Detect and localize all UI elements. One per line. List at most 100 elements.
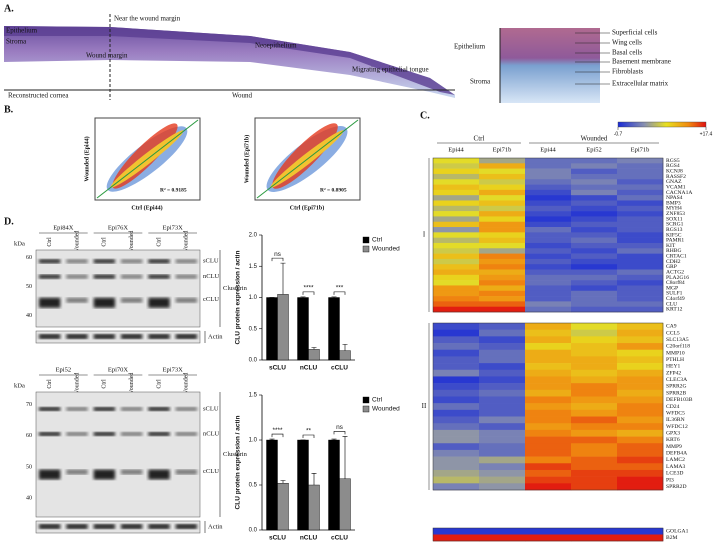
heatmap-cell	[571, 296, 618, 302]
heatmap-cell	[617, 200, 664, 207]
heatmap-cell	[433, 463, 480, 471]
heatmap-cell	[571, 184, 618, 191]
heatmap-cell	[479, 269, 526, 276]
label: PTHLH	[666, 357, 684, 363]
heatmap-cell	[571, 285, 618, 292]
heatmap-cell	[571, 264, 618, 270]
label: PAMR1	[666, 238, 684, 244]
error-bar	[342, 344, 348, 351]
heatmap-cell	[479, 285, 526, 292]
label: cCLU	[331, 535, 348, 542]
heatmap-cell	[525, 356, 572, 364]
heatmap-cell	[617, 349, 664, 357]
heatmap-cell	[571, 258, 618, 265]
heatmap-cell	[571, 416, 618, 424]
label: SPRR2G	[666, 384, 687, 390]
label: Migrating epithelial tongue	[352, 66, 429, 74]
histology-detail	[500, 28, 600, 103]
heatmap-cell	[433, 216, 480, 223]
band	[175, 407, 197, 411]
label: RGS4	[666, 163, 680, 169]
heatmap-cell	[479, 396, 526, 404]
label: 1.5	[249, 393, 258, 399]
label: +17.4	[700, 131, 713, 137]
heatmap-cell	[617, 269, 664, 276]
heatmap-cell	[479, 227, 526, 233]
heatmap-cell	[433, 158, 480, 164]
band	[39, 297, 61, 308]
label: MYH4	[666, 206, 682, 212]
label: ZFP42	[666, 370, 681, 376]
label: Ctrl	[156, 379, 162, 389]
label: cCLU	[331, 365, 348, 372]
band	[148, 274, 170, 279]
heatmap-cell	[617, 336, 664, 344]
heatmap-cell	[617, 179, 664, 185]
label: ns	[274, 251, 282, 258]
band	[66, 334, 88, 339]
heatmap-cell	[433, 456, 480, 464]
heatmap-cell	[433, 449, 480, 457]
heatmap-cell	[571, 179, 618, 185]
label: **	[306, 428, 312, 435]
heatmap-cell	[525, 449, 572, 457]
label: Epi76X	[108, 224, 129, 231]
band	[148, 407, 170, 411]
heatmap-cell	[525, 168, 572, 175]
label: Clusterin	[223, 451, 248, 458]
heatmap-cell	[571, 200, 618, 207]
label: Stroma	[470, 78, 491, 86]
heatmap-cell	[433, 227, 480, 233]
heatmap-cell	[479, 184, 526, 191]
heatmap-cell	[571, 476, 618, 484]
heatmap-cell	[525, 329, 572, 337]
heatmap-cell	[479, 369, 526, 377]
heatmap-cell	[571, 221, 618, 228]
label: RGS13	[666, 227, 683, 233]
label: SPRR2B	[666, 390, 686, 396]
heatmap-cell	[525, 323, 572, 330]
heatmap-cell	[433, 429, 480, 437]
heatmap-cell	[617, 158, 664, 164]
heatmap-cell	[525, 369, 572, 377]
label: CLU protein expression / actin	[235, 416, 242, 510]
heatmap-cell	[479, 306, 526, 313]
label: BMP3	[666, 200, 681, 206]
label: PLA2G16	[666, 275, 689, 281]
band	[93, 274, 115, 279]
heatmap-cell	[617, 258, 664, 265]
heatmap-cell	[571, 436, 618, 444]
heatmap-cell	[433, 290, 480, 297]
label: Wounded	[129, 373, 135, 396]
label: nCLU	[203, 430, 220, 437]
label: sCLU	[203, 258, 219, 265]
heatmap-cell	[479, 264, 526, 270]
label: 0.0	[249, 528, 258, 534]
label: sCLU	[203, 405, 219, 412]
heatmap-cell	[479, 476, 526, 484]
band	[93, 297, 115, 308]
band	[93, 469, 115, 480]
label: Ctrl (Epi44)	[131, 204, 162, 211]
heatmap-cell	[525, 443, 572, 451]
heatmap-cell	[433, 409, 480, 417]
heatmap-cell	[617, 195, 664, 201]
bar	[266, 439, 278, 531]
heatmap-cell	[617, 211, 664, 217]
band	[121, 407, 143, 411]
label: sCLU	[269, 365, 286, 372]
label: nCLU	[300, 365, 318, 372]
heatmap-cell	[525, 296, 572, 302]
label: Stroma	[6, 38, 27, 46]
heatmap-cell	[479, 248, 526, 254]
heatmap-cell	[433, 253, 480, 260]
heatmap-cell	[571, 211, 618, 217]
label: -0.7	[614, 131, 623, 137]
band	[93, 407, 115, 411]
heatmap-cell	[617, 423, 664, 431]
error-bar	[280, 480, 286, 484]
heatmap-cell	[617, 173, 664, 180]
heatmap-cell	[479, 168, 526, 175]
heatmap-cell	[617, 189, 664, 196]
heatmap-cell	[525, 528, 572, 535]
